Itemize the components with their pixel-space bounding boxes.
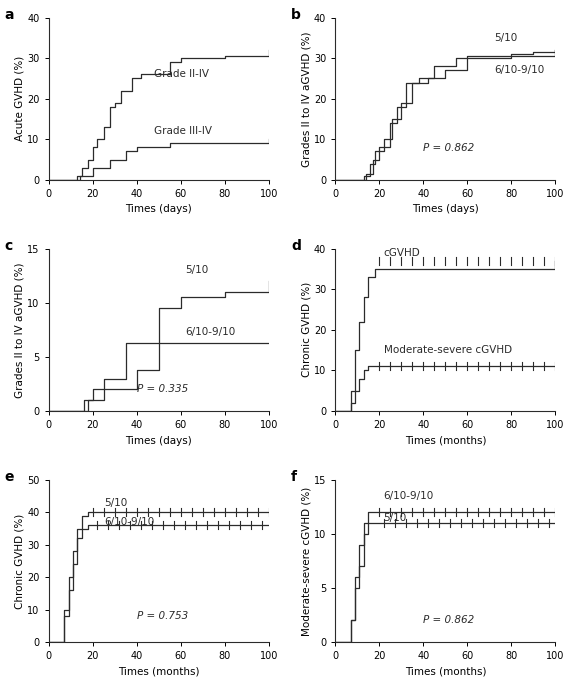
X-axis label: Times (days): Times (days) (125, 436, 192, 445)
X-axis label: Times (months): Times (months) (118, 667, 199, 677)
Text: 6/10-9/10: 6/10-9/10 (494, 65, 544, 75)
Text: f: f (291, 470, 297, 484)
X-axis label: Times (months): Times (months) (405, 667, 486, 677)
Y-axis label: Acute GVHD (%): Acute GVHD (%) (14, 56, 25, 141)
Text: e: e (5, 470, 14, 484)
Text: Moderate-severe cGVHD: Moderate-severe cGVHD (384, 345, 512, 355)
Y-axis label: Grades II to IV aGVHD (%): Grades II to IV aGVHD (%) (301, 31, 311, 166)
Text: Grade III-IV: Grade III-IV (155, 126, 213, 136)
Y-axis label: Moderate-severe cGVHD (%): Moderate-severe cGVHD (%) (301, 486, 311, 636)
X-axis label: Times (days): Times (days) (412, 204, 478, 214)
Text: 6/10-9/10: 6/10-9/10 (104, 517, 154, 527)
Text: P = 0.862: P = 0.862 (423, 614, 474, 625)
Y-axis label: Chronic GVHD (%): Chronic GVHD (%) (14, 513, 25, 608)
Text: 6/10-9/10: 6/10-9/10 (185, 327, 236, 337)
Text: P = 0.753: P = 0.753 (137, 612, 188, 621)
Y-axis label: Grades II to IV aGVHD (%): Grades II to IV aGVHD (%) (14, 262, 25, 397)
Text: P = 0.335: P = 0.335 (137, 384, 188, 393)
Text: b: b (291, 8, 301, 22)
Text: cGVHD: cGVHD (384, 248, 421, 258)
Text: c: c (5, 239, 13, 253)
Text: a: a (5, 8, 14, 22)
Text: 6/10-9/10: 6/10-9/10 (384, 491, 434, 501)
Text: Grade II-IV: Grade II-IV (155, 69, 210, 79)
Text: P = 0.862: P = 0.862 (423, 143, 474, 153)
Text: d: d (291, 239, 301, 253)
Text: 5/10: 5/10 (384, 512, 407, 523)
Text: 5/10: 5/10 (185, 265, 209, 275)
Text: 5/10: 5/10 (494, 33, 517, 43)
X-axis label: Times (days): Times (days) (125, 204, 192, 214)
Y-axis label: Chronic GVHD (%): Chronic GVHD (%) (301, 282, 311, 377)
X-axis label: Times (months): Times (months) (405, 436, 486, 445)
Text: 5/10: 5/10 (104, 497, 127, 508)
